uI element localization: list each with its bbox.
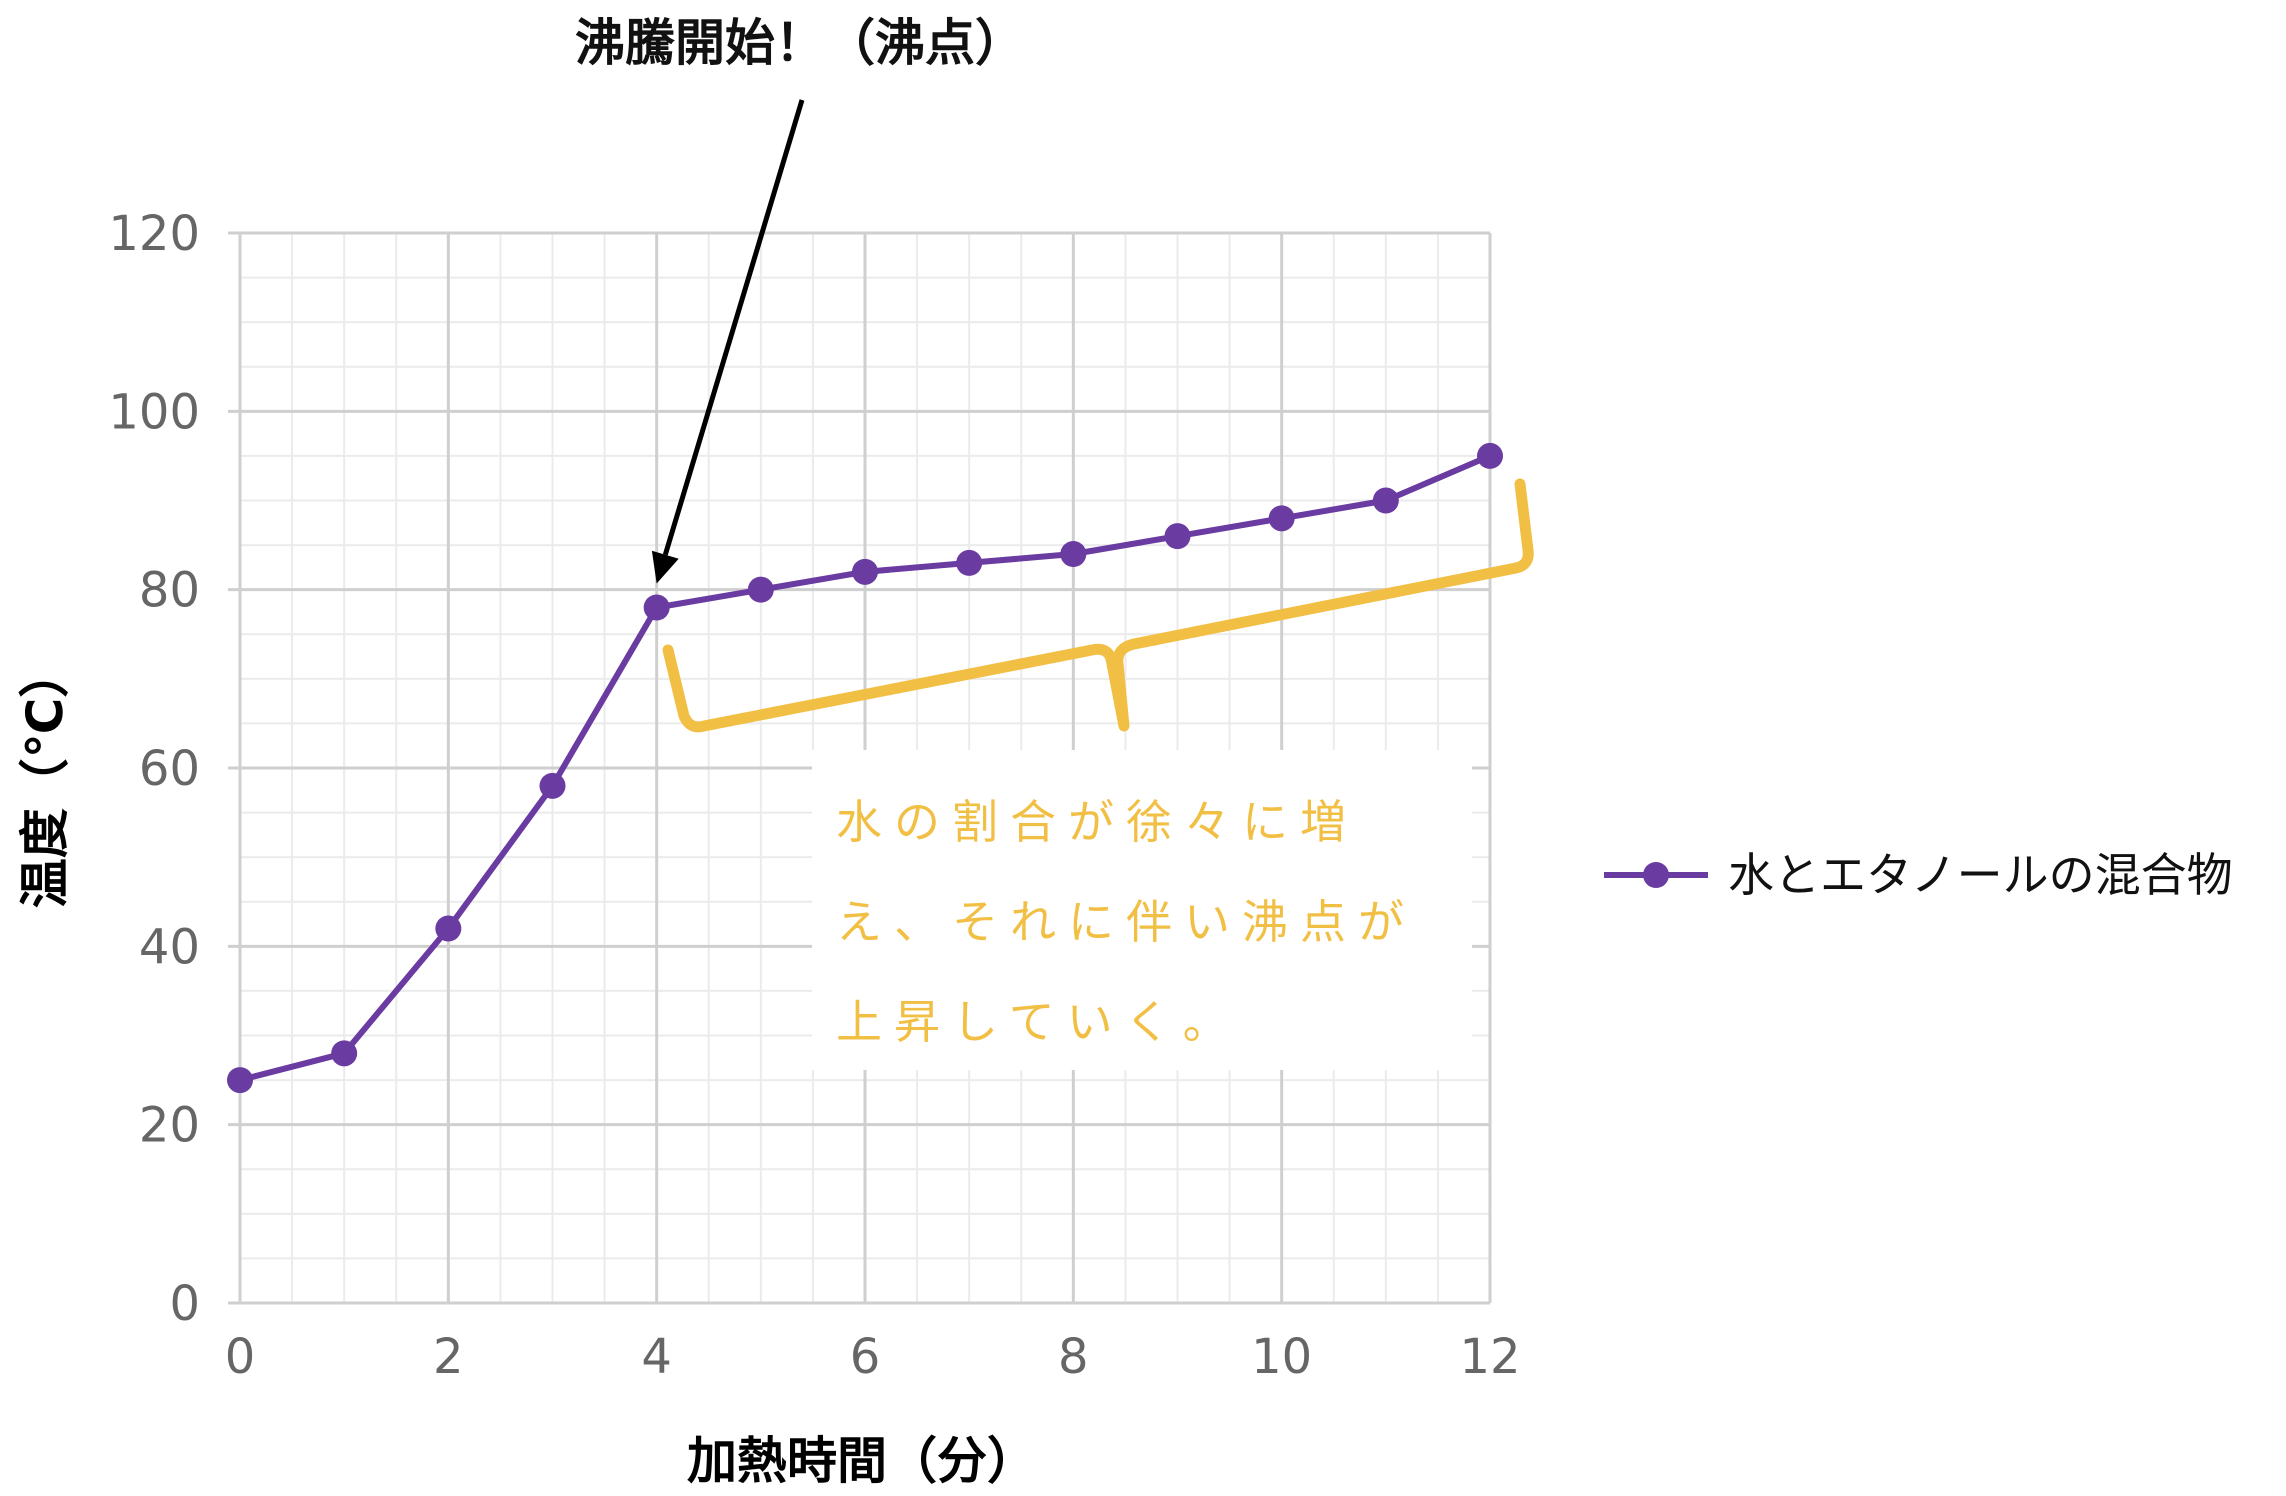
data-point (1477, 442, 1503, 469)
data-point (227, 1067, 253, 1094)
annotation-note: 水の割合が徐々に増え、それに伴い沸点が上昇していく。 (812, 750, 1472, 1070)
data-point (331, 1040, 358, 1067)
x-tick-label: 4 (641, 1329, 672, 1385)
x-axis-ticks: 0 2 4 6 8 10 12 (225, 1329, 1521, 1385)
data-point (747, 576, 774, 603)
data-point (1372, 487, 1399, 514)
x-axis-title: 加熱時間（分） (687, 1432, 1037, 1490)
x-tick-label: 8 (1058, 1329, 1089, 1385)
annotation-arrow (651, 99, 805, 584)
data-point (1060, 541, 1087, 567)
arrow-shaft (662, 99, 805, 556)
data-point (539, 772, 566, 799)
data-point (1268, 505, 1295, 532)
y-tick-label: 40 (139, 919, 200, 975)
x-tick-label: 10 (1251, 1329, 1312, 1385)
data-point (956, 549, 983, 576)
series-layer (227, 442, 1503, 1094)
data-point (852, 558, 878, 585)
y-tick-label: 20 (139, 1098, 200, 1154)
legend-label: 水とエタノールの混合物 (1728, 848, 2233, 902)
x-tick-label: 2 (433, 1329, 464, 1385)
y-tick-label: 0 (169, 1276, 200, 1332)
y-tick-label: 100 (108, 384, 200, 440)
y-tick-label: 120 (108, 206, 200, 262)
annotation-brace (662, 478, 1534, 733)
arrow-head (651, 550, 679, 584)
y-axis-ticks: 0 20 40 60 80 100 120 (108, 206, 200, 1332)
x-tick-label: 6 (850, 1329, 881, 1385)
y-tick-label: 80 (139, 563, 200, 619)
legend-marker (1643, 862, 1669, 888)
x-tick-label: 12 (1459, 1329, 1520, 1385)
x-tick-label: 0 (225, 1329, 256, 1385)
data-point (435, 915, 462, 942)
y-axis-title: 温度（℃） (16, 648, 74, 909)
y-tick-label: 60 (139, 741, 200, 797)
data-point (1164, 523, 1191, 550)
annotation-note-text: 水の割合が徐々に増え、それに伴い沸点が上昇していく。 (836, 795, 1416, 1049)
legend: 水とエタノールの混合物 (1604, 848, 2233, 902)
annotation-boiling-start: 沸騰開始！（沸点） (575, 14, 1025, 72)
data-point (643, 594, 670, 621)
